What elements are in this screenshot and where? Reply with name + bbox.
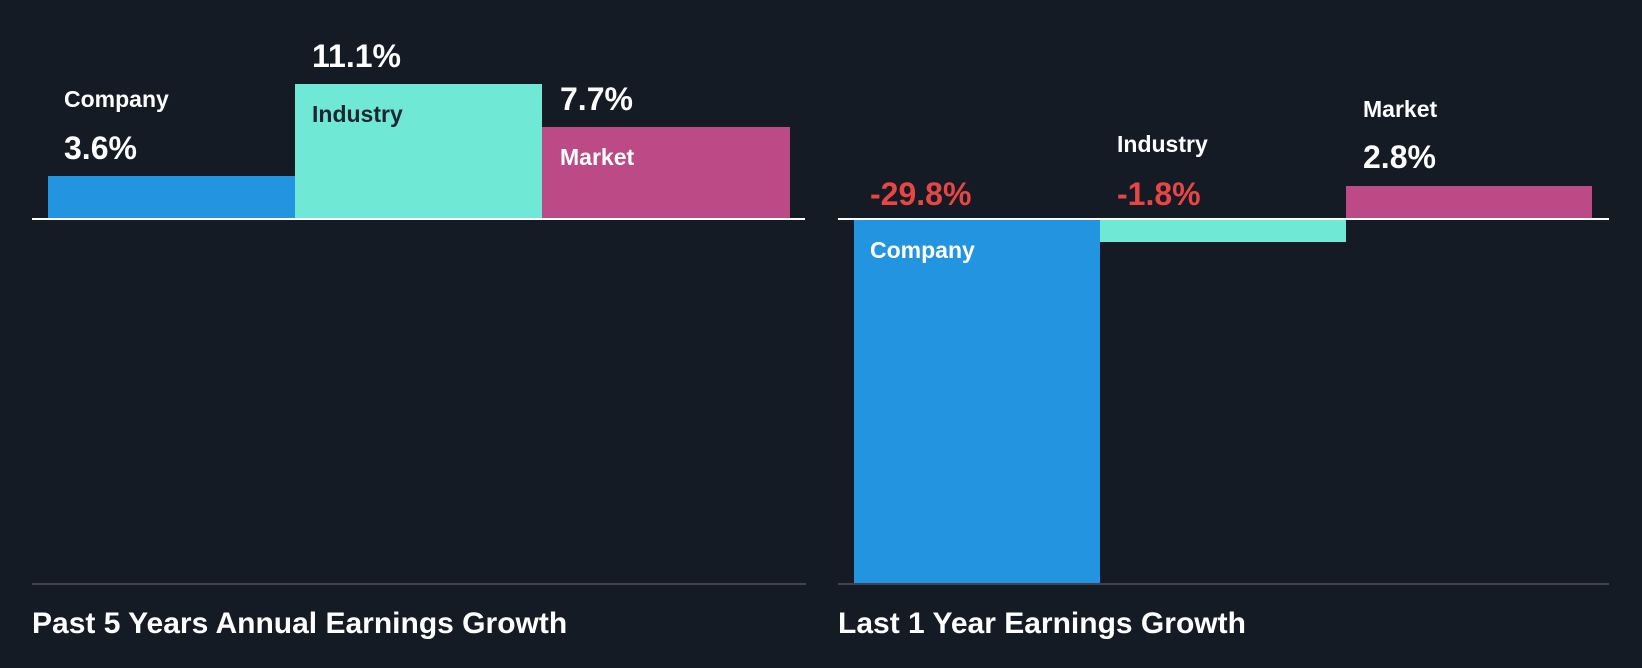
chart-title: Last 1 Year Earnings Growth (838, 607, 1246, 640)
market-value: 7.7% (560, 81, 633, 117)
industry-value: 11.1% (312, 38, 401, 74)
industry-value: -1.8% (1117, 176, 1201, 212)
market-label: Market (1363, 96, 1438, 122)
baseline (838, 583, 1609, 585)
zero-axis-line (32, 218, 805, 220)
industry-label: Industry (312, 101, 403, 127)
bar-company (48, 176, 295, 219)
zero-axis-line (838, 218, 1609, 220)
baseline (32, 583, 806, 585)
chart-title: Past 5 Years Annual Earnings Growth (32, 607, 568, 640)
company-label: Company (870, 237, 975, 263)
company-value: 3.6% (64, 130, 137, 166)
company-label: Company (64, 86, 169, 112)
bar-industry (295, 84, 542, 219)
company-value: -29.8% (870, 176, 972, 212)
bar-market (1346, 186, 1592, 219)
bar-company (854, 219, 1100, 584)
bar-market (542, 127, 790, 219)
market-value: 2.8% (1363, 139, 1436, 175)
industry-label: Industry (1117, 131, 1208, 157)
bar-industry (1100, 219, 1346, 242)
market-label: Market (560, 144, 635, 170)
